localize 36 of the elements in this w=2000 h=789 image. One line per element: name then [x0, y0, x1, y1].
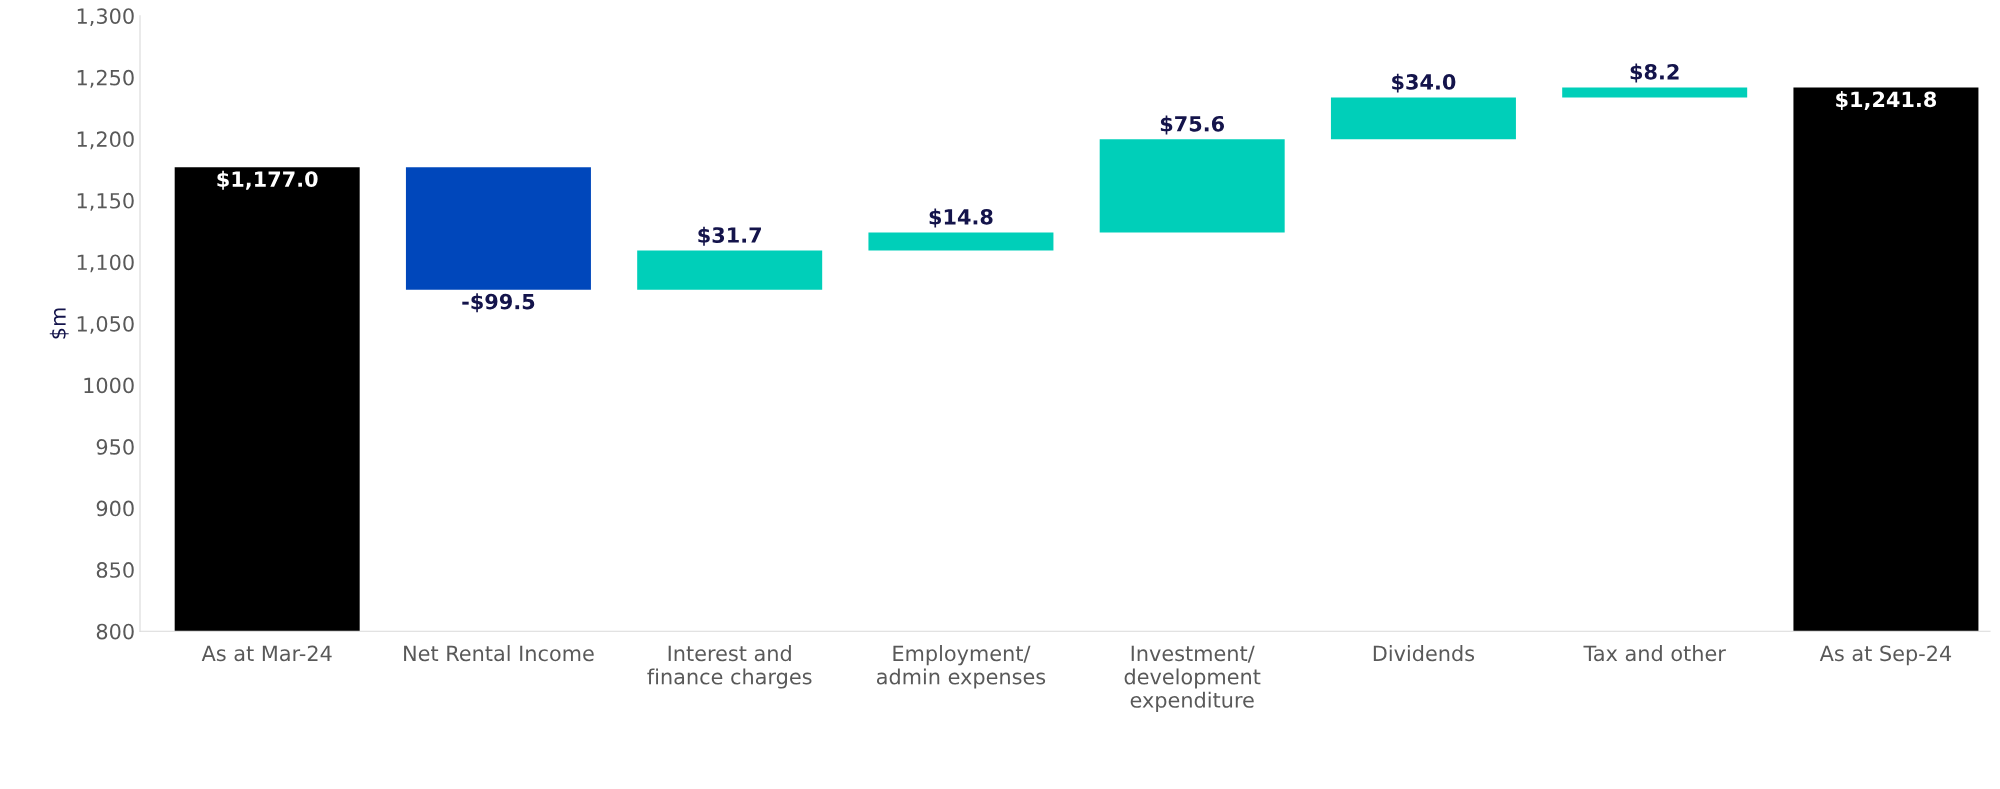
data-label: $8.2: [1630, 63, 1679, 83]
bar: [1330, 97, 1516, 140]
bar: [868, 232, 1054, 251]
y-tick-label: 1,050: [77, 315, 134, 334]
data-label: -$99.5: [462, 293, 535, 313]
y-tick-label: 1,200: [77, 131, 134, 150]
data-label: $14.8: [929, 208, 993, 228]
data-label: $31.7: [698, 226, 761, 246]
y-tick-label: 1,150: [77, 192, 134, 211]
x-tick-label: Employment/ admin expenses: [876, 645, 1046, 689]
x-tick-label: Net Rental Income: [404, 645, 594, 662]
bar: [1099, 139, 1285, 233]
bar: [405, 167, 591, 290]
y-tick-label: 1000: [84, 377, 134, 394]
x-tick-label: As at Sep-24: [1819, 645, 1952, 666]
y-tick-label: 1,100: [77, 254, 134, 273]
y-tick-label: 1,250: [77, 69, 134, 88]
data-label: $1,177.0: [217, 170, 318, 190]
x-tick-label: Tax and other: [1583, 645, 1726, 662]
bar: [1793, 87, 1979, 632]
y-tick-label: 800: [96, 623, 134, 640]
y-tick-label: 850: [96, 562, 134, 578]
y-axis-title: $m: [49, 308, 69, 339]
x-tick-label: As at Mar-24: [201, 645, 332, 662]
data-label: $34.0: [1392, 73, 1456, 93]
y-tick-label: 1,300: [77, 8, 134, 27]
bar: [1562, 87, 1748, 98]
data-label: $1,241.8: [1836, 91, 1937, 110]
x-tick-label: Investment/ development expenditure: [1124, 645, 1261, 712]
bar: [174, 167, 360, 632]
y-tick-label: 950: [96, 439, 134, 455]
data-label: $75.6: [1160, 115, 1225, 135]
y-tick-label: 900: [96, 500, 134, 517]
x-tick-label: Interest and finance charges: [647, 645, 812, 689]
bar: [637, 250, 823, 290]
x-tick-label: Dividends: [1373, 645, 1475, 662]
